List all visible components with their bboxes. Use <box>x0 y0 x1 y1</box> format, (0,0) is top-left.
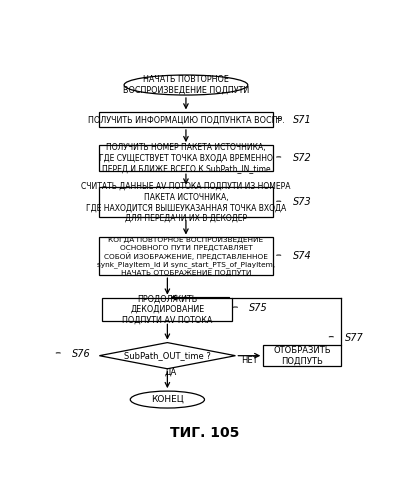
Text: S71: S71 <box>292 114 311 124</box>
Text: SubPath_OUT_time ?: SubPath_OUT_time ? <box>124 351 211 360</box>
Text: S73: S73 <box>292 198 311 207</box>
Text: S75: S75 <box>249 304 268 314</box>
Text: КОНЕЦ: КОНЕЦ <box>151 395 184 404</box>
Text: S72: S72 <box>292 153 311 163</box>
Text: S76: S76 <box>72 349 91 359</box>
Text: НЕТ: НЕТ <box>241 356 258 365</box>
Text: НАЧАТЬ ПОВТОРНОЕ
ВОСПРОИЗВЕДЕНИЕ ПОДПУТИ: НАЧАТЬ ПОВТОРНОЕ ВОСПРОИЗВЕДЕНИЕ ПОДПУТИ <box>123 75 249 95</box>
Text: КОГДА ПОВТОРНОЕ ВОСПРОИЗВЕДЕНИЕ
ОСНОВНОГО ПУТИ ПРЕДСТАВЛЯЕТ
СОБОЙ ИЗОБРАЖЕНИЕ, П: КОГДА ПОВТОРНОЕ ВОСПРОИЗВЕДЕНИЕ ОСНОВНОГ… <box>97 237 275 276</box>
Bar <box>99 112 273 127</box>
Bar <box>99 145 273 172</box>
Text: S74: S74 <box>292 252 311 262</box>
Text: ПРОДОЛЖИТЬ
ДЕКОДИРОВАНИЕ
ПОДПУТИ АV ПОТОКА: ПРОДОЛЖИТЬ ДЕКОДИРОВАНИЕ ПОДПУТИ АV ПОТО… <box>122 294 213 324</box>
Bar <box>263 345 341 366</box>
Text: ОТОБРАЗИТЬ
ПОДПУТЬ: ОТОБРАЗИТЬ ПОДПУТЬ <box>273 346 331 366</box>
Text: ΤИГ. 105: ΤИГ. 105 <box>170 426 239 440</box>
Bar <box>99 188 273 218</box>
Ellipse shape <box>124 75 248 95</box>
Ellipse shape <box>130 391 204 408</box>
Bar <box>99 238 273 275</box>
Bar <box>103 298 232 322</box>
Text: СЧИТАТЬ ДАННЫЕ АV ПОТОКА ПОДПУТИ ИЗ НОМЕРА
ПАКЕТА ИСТОЧНИКА,
ГДЕ НАХОДИТСЯ ВЫШЕУ: СЧИТАТЬ ДАННЫЕ АV ПОТОКА ПОДПУТИ ИЗ НОМЕ… <box>81 182 291 223</box>
Text: ПОЛУЧИТЬ ИНФОРМАЦИЮ ПОДПУНКТА ВОСПР.: ПОЛУЧИТЬ ИНФОРМАЦИЮ ПОДПУНКТА ВОСПР. <box>87 115 284 124</box>
Polygon shape <box>99 342 235 369</box>
Text: ДА: ДА <box>164 368 177 376</box>
Text: S77: S77 <box>345 333 364 343</box>
Text: ПОЛУЧИТЬ НОМЕР ПАКЕТА ИСТОЧНИКА,
ГДЕ СУЩЕСТВУЕТ ТОЧКА ВХОДА ВРЕМЕННО
ПЕРЕД И БЛИ: ПОЛУЧИТЬ НОМЕР ПАКЕТА ИСТОЧНИКА, ГДЕ СУЩ… <box>99 143 273 174</box>
